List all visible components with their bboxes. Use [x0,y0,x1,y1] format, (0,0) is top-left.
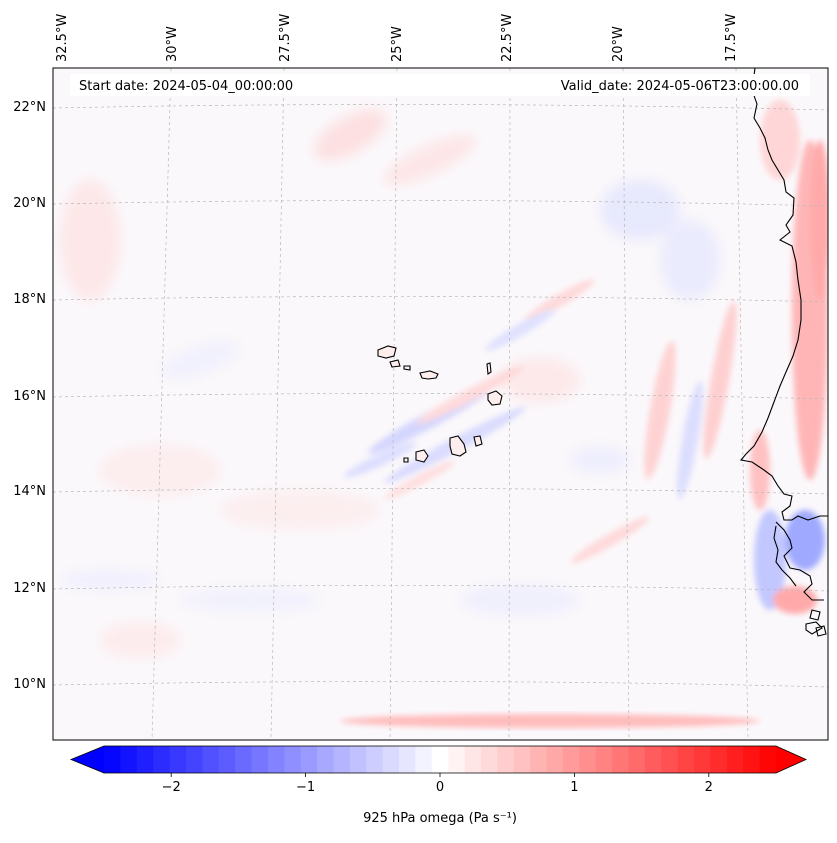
colorbar-tick-label: 1 [570,780,578,795]
lat-label: 18°N [13,292,46,307]
colorbar-segment [759,746,777,773]
lat-label: 12°N [13,581,46,596]
latitude-labels: 22°N 20°N 18°N 16°N 14°N 12°N 10°N [13,100,46,692]
colorbar-segment [726,746,744,773]
colorbar-segment [530,746,548,773]
colorbar-segment [366,746,384,773]
map-frame [52,67,829,741]
colorbar-segment [743,746,761,773]
colorbar-segment [480,746,498,773]
colorbar-tick-label: −1 [296,780,315,795]
lat-label: 20°N [13,196,46,211]
valid-date-label: Valid_date: 2024-05-06T23:00:00.00 [561,79,799,94]
colorbar-label: 925 hPa omega (Pa s⁻¹) [363,811,517,826]
gridlines [53,68,828,740]
omega-field [53,68,828,740]
colorbar-segment [185,746,203,773]
date-strip [70,74,810,96]
colorbar-segment [710,746,728,773]
lon-label: 27.5°W [278,14,293,62]
colorbar-segment [644,746,662,773]
colorbar-segment [497,746,515,773]
cape-verde-islands [377,345,503,463]
colorbar-segment [415,746,433,773]
colorbar-segment [235,746,253,773]
colorbar-outline [69,745,807,774]
colorbar [69,745,807,774]
lon-label: 17.5°W [724,14,739,62]
colorbar-segment [579,746,597,773]
colorbar-segment [546,746,564,773]
colorbar-tick-label: −2 [162,780,181,795]
colorbar-tick-label: 0 [436,780,444,795]
colorbar-segment [333,746,351,773]
colorbar-segment [464,746,482,773]
colorbar-segment [612,746,630,773]
colorbar-segment [202,746,220,773]
lon-label: 25°W [390,26,405,62]
colorbar-segment [677,746,695,773]
colorbar-segment [267,746,285,773]
colorbar-segment [562,746,580,773]
lat-label: 16°N [13,389,46,404]
start-date-label: Start date: 2024-05-04_00:00:00 [79,79,293,94]
colorbar-segment [317,746,335,773]
colorbar-min-extend [71,746,104,773]
lon-label: 32.5°W [55,14,70,62]
lon-label: 22.5°W [500,14,515,62]
colorbar-segment [382,746,400,773]
colorbar-segment [431,746,449,773]
colorbar-segment [694,746,712,773]
colorbar-segment [595,746,613,773]
colorbar-segment [661,746,679,773]
lon-label: 20°W [611,26,626,62]
colorbar-tick-label: 2 [705,780,713,795]
colorbar-segment [448,746,466,773]
colorbar-max-extend [776,746,806,773]
colorbar-segment [218,746,236,773]
colorbar-ticks: −2 −1 0 1 2 [162,773,713,795]
colorbar-segment [104,746,121,773]
colorbar-segment [169,746,187,773]
coastline [739,68,828,637]
colorbar-segment [120,746,138,773]
colorbar-segment [513,746,531,773]
lon-label: 30°W [165,26,180,62]
colorbar-segment [628,746,646,773]
longitude-labels: 32.5°W 30°W 27.5°W 25°W 22.5°W 20°W 17.5°W [55,14,739,62]
lat-label: 22°N [13,100,46,115]
colorbar-segment [300,746,318,773]
colorbar-segment [399,746,417,773]
colorbar-segment [284,746,302,773]
colorbar-segment [251,746,269,773]
lat-label: 10°N [13,677,46,692]
lat-label: 14°N [13,484,46,499]
colorbar-segment [153,746,171,773]
colorbar-segment [136,746,154,773]
colorbar-segment [349,746,367,773]
